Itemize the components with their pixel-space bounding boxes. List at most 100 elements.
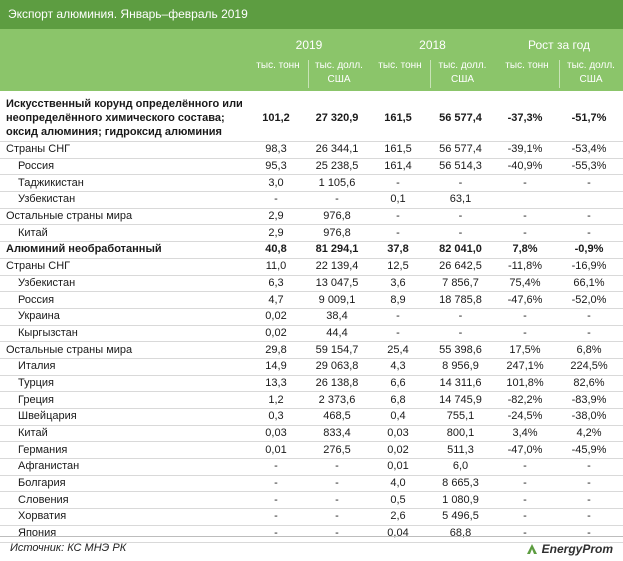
source-note: Источник: КС МНЭ РК — [10, 542, 127, 554]
header-unit-usd-growth: тыс. долл. США — [567, 60, 615, 85]
value-2018-tons: 161,4 — [370, 158, 430, 176]
header-year-2018: 2018 — [419, 38, 446, 52]
value-2018-usd: 26 642,5 — [430, 258, 495, 276]
row-name: Кыргызстан — [0, 325, 248, 343]
growth-tons: -47,6% — [495, 291, 559, 309]
growth-usd: -45,9% — [559, 441, 623, 460]
growth-usd: -16,9% — [559, 258, 623, 276]
row-name: Украина — [0, 308, 248, 326]
growth-tons: 17,5% — [495, 341, 559, 359]
header-unit-usd-2018: тыс. долл. США — [438, 60, 487, 85]
value-2019-tons: 1,2 — [248, 391, 308, 409]
growth-usd: -38,0% — [559, 408, 623, 426]
value-2019-usd: 276,5 — [308, 441, 370, 460]
row-name: Таджикистан — [0, 174, 248, 193]
row-name: Греция — [0, 391, 248, 409]
growth-tons: -37,3% — [495, 95, 559, 142]
value-2019-tons: - — [248, 458, 308, 476]
value-2019-tons: 3,0 — [248, 174, 308, 193]
value-2019-tons: - — [248, 508, 308, 526]
growth-tons: -24,5% — [495, 408, 559, 426]
row-name: Алюминий необработанный — [0, 241, 248, 259]
growth-usd: - — [559, 508, 623, 526]
table-row: Китай 0,03 833,4 0,03 800,1 3,4% 4,2% — [0, 425, 623, 443]
value-2019-usd: - — [308, 525, 370, 543]
table-title: Экспорт алюминия. Январь–февраль 2019 — [0, 0, 623, 29]
value-2018-tons: 8,9 — [370, 291, 430, 309]
value-2019-usd: - — [308, 458, 370, 476]
value-2019-usd: 22 139,4 — [308, 258, 370, 276]
value-2019-tons: 2,9 — [248, 224, 308, 243]
table-row: Таджикистан 3,0 1 105,6- - - - — [0, 174, 623, 193]
growth-tons: - — [495, 325, 559, 343]
value-2018-tons: 12,5 — [370, 258, 430, 276]
logo-text: EnergyProm — [541, 542, 613, 556]
value-2018-usd: - — [430, 224, 495, 243]
table-row: Хорватия - -2,6 5 496,5- - — [0, 508, 623, 526]
value-2018-tons: - — [370, 325, 430, 343]
growth-usd: - — [559, 475, 623, 493]
table-row: Болгария - -4,0 8 665,3- - — [0, 475, 623, 493]
growth-usd: -83,9% — [559, 391, 623, 409]
table-row: Китай 2,9 976,8- - - - — [0, 224, 623, 243]
row-name: Турция — [0, 375, 248, 393]
table-row: Остальные страны мира 2,9 976,8- - - - — [0, 208, 623, 226]
value-2018-tons: 4,3 — [370, 358, 430, 376]
value-2019-tons: 13,3 — [248, 375, 308, 393]
value-2018-tons: 3,6 — [370, 275, 430, 293]
table-row: Словения - -0,5 1 080,9- - — [0, 491, 623, 510]
value-2019-usd: 976,8 — [308, 224, 370, 243]
growth-tons: - — [495, 308, 559, 326]
row-name: Узбекистан — [0, 275, 248, 293]
value-2019-tons: 98,3 — [248, 141, 308, 159]
row-name: Италия — [0, 358, 248, 376]
value-2019-tons: 95,3 — [248, 158, 308, 176]
growth-tons: 7,8% — [495, 241, 559, 259]
row-name: Страны СНГ — [0, 258, 248, 276]
growth-tons: - — [495, 174, 559, 193]
table-header: 2019 2018 Рост за год тыс. тонн тыс. дол… — [0, 29, 623, 91]
value-2019-usd: 26 344,1 — [308, 141, 370, 159]
growth-usd: -0,9% — [559, 241, 623, 259]
value-2018-tons: 6,6 — [370, 375, 430, 393]
value-2019-tons: - — [248, 525, 308, 543]
header-unit-tons-2018: тыс. тонн — [378, 60, 422, 71]
value-2019-usd: 25 238,5 — [308, 158, 370, 176]
growth-tons: - — [495, 491, 559, 510]
table-row: Кыргызстан 0,02 44,4- - - - — [0, 325, 623, 343]
row-name: Искусственный корунд определённого или н… — [0, 95, 248, 142]
value-2018-usd: 18 785,8 — [430, 291, 495, 309]
growth-tons: -11,8% — [495, 258, 559, 276]
table-row: Страны СНГ 98,3 26 344,1 161,5 56 577,4 -39,1… — [0, 141, 623, 159]
table-row: Швейцария 0,3 468,5 0,4 755,1 -24,5% -38,0% — [0, 408, 623, 426]
value-2018-tons: 0,01 — [370, 458, 430, 476]
header-divider — [308, 60, 309, 88]
value-2018-usd: 6,0 — [430, 458, 495, 476]
value-2018-usd: - — [430, 208, 495, 226]
value-2019-tons: - — [248, 191, 308, 209]
row-name: Китай — [0, 425, 248, 443]
value-2019-tons: 40,8 — [248, 241, 308, 259]
growth-usd: - — [559, 525, 623, 543]
value-2018-tons: - — [370, 208, 430, 226]
value-2019-tons: 11,0 — [248, 258, 308, 276]
value-2019-usd: 833,4 — [308, 425, 370, 443]
value-2018-tons: 37,8 — [370, 241, 430, 259]
value-2018-usd: 800,1 — [430, 425, 495, 443]
growth-usd: 6,8% — [559, 341, 623, 359]
growth-tons: -47,0% — [495, 441, 559, 460]
value-2019-usd: 26 138,8 — [308, 375, 370, 393]
table-row: Турция 13,3 26 138,8 6,6 14 311,6 101,8% 82,6% — [0, 375, 623, 393]
header-unit-tons-2019: тыс. тонн — [256, 60, 300, 71]
value-2019-usd: - — [308, 191, 370, 209]
row-name: Страны СНГ — [0, 141, 248, 159]
table-row: Германия 0,01 276,5 0,02 511,3 -47,0% -45,9% — [0, 441, 623, 460]
value-2018-tons: - — [370, 174, 430, 193]
value-2019-tons: 14,9 — [248, 358, 308, 376]
row-name: Германия — [0, 441, 248, 460]
value-2018-tons: - — [370, 308, 430, 326]
table-row: Искусственный корунд определённого или н… — [0, 95, 623, 142]
value-2019-tons: - — [248, 491, 308, 510]
growth-tons: 247,1% — [495, 358, 559, 376]
value-2018-usd: - — [430, 325, 495, 343]
